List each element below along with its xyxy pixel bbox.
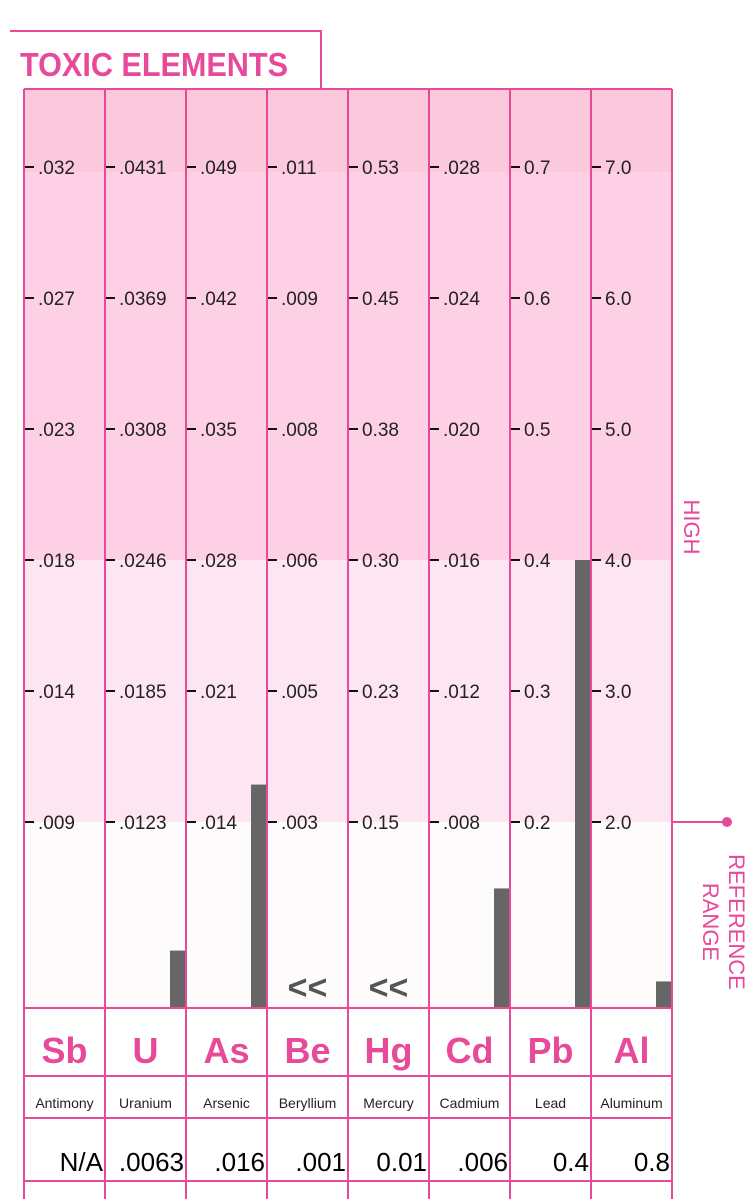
- element-result: 0.8: [634, 1147, 670, 1177]
- tick-label: .042: [200, 289, 237, 310]
- tick-label: .006: [281, 551, 318, 572]
- bar-aluminum: [656, 981, 671, 1008]
- tick-label: .018: [38, 551, 75, 572]
- tick-label: .049: [200, 158, 237, 179]
- element-symbol: Sb: [41, 1030, 87, 1071]
- bar-arsenic: [251, 784, 266, 1008]
- element-name: Arsenic: [203, 1095, 250, 1111]
- tick-label: .009: [281, 289, 318, 310]
- tick-label: .0246: [119, 551, 167, 572]
- element-name: Antimony: [35, 1095, 93, 1111]
- tick-label: .012: [443, 682, 480, 703]
- element-name: Mercury: [363, 1095, 414, 1111]
- tick-label: .0308: [119, 420, 167, 441]
- tick-label: .028: [200, 551, 237, 572]
- element-symbol: As: [203, 1030, 249, 1071]
- tick-label: 0.53: [362, 158, 399, 179]
- chart-title: TOXIC ELEMENTS: [20, 46, 288, 83]
- element-name: Uranium: [119, 1095, 172, 1111]
- tick-label: .032: [38, 158, 75, 179]
- tick-label: .024: [443, 289, 480, 310]
- tick-label: 0.30: [362, 551, 399, 572]
- element-result: .001: [295, 1147, 346, 1177]
- element-symbol: Be: [284, 1030, 330, 1071]
- element-symbol: Hg: [365, 1030, 413, 1071]
- tick-label: 0.3: [524, 682, 550, 703]
- below-range-marker: <<: [288, 969, 328, 1007]
- tick-label: 0.2: [524, 813, 550, 834]
- tick-label: .0123: [119, 813, 167, 834]
- tick-label: .003: [281, 813, 318, 834]
- below-range-marker: <<: [369, 969, 409, 1007]
- tick-label: .009: [38, 813, 75, 834]
- element-result: .0063: [119, 1147, 184, 1177]
- tick-label: 0.15: [362, 813, 399, 834]
- element-symbol: Cd: [446, 1030, 494, 1071]
- tick-label: 0.23: [362, 682, 399, 703]
- element-name: Lead: [535, 1095, 566, 1111]
- tick-label: .0431: [119, 158, 167, 179]
- bar-cadmium: [494, 888, 509, 1008]
- tick-label: 0.6: [524, 289, 550, 310]
- tick-label: 0.5: [524, 420, 550, 441]
- title-tab-border: [10, 30, 322, 89]
- element-result: 0.4: [553, 1147, 589, 1177]
- element-symbol: U: [133, 1030, 159, 1071]
- tick-label: .016: [443, 551, 480, 572]
- element-name: Aluminum: [600, 1095, 662, 1111]
- reference-boundary-dot: [722, 817, 732, 827]
- element-result: .006: [457, 1147, 508, 1177]
- element-result: N/A: [60, 1147, 104, 1177]
- tick-label: .0185: [119, 682, 167, 703]
- tick-label: .027: [38, 289, 75, 310]
- tick-label: 0.7: [524, 158, 550, 179]
- tick-label: 5.0: [605, 420, 631, 441]
- bar-lead: [575, 560, 590, 1008]
- tick-label: .0369: [119, 289, 167, 310]
- tick-label: .035: [200, 420, 237, 441]
- tick-label: 4.0: [605, 551, 631, 572]
- tick-label: .020: [443, 420, 480, 441]
- tick-label: 3.0: [605, 682, 631, 703]
- tick-label: .023: [38, 420, 75, 441]
- element-symbol: Al: [614, 1030, 650, 1071]
- high-zone-label: HIGH: [679, 500, 704, 555]
- tick-label: .028: [443, 158, 480, 179]
- element-result: .016: [214, 1147, 265, 1177]
- reference-range-label: REFERENCERANGE: [698, 854, 749, 990]
- tick-label: .008: [443, 813, 480, 834]
- element-name: Cadmium: [440, 1095, 500, 1111]
- tick-label: .008: [281, 420, 318, 441]
- element-name: Beryllium: [279, 1095, 337, 1111]
- tick-label: .014: [38, 682, 75, 703]
- tick-label: .011: [281, 158, 317, 179]
- tick-label: .005: [281, 682, 318, 703]
- tick-label: .014: [200, 813, 237, 834]
- bar-uranium: [170, 950, 185, 1008]
- tick-label: 0.45: [362, 289, 399, 310]
- tick-label: 2.0: [605, 813, 631, 834]
- element-symbol: Pb: [527, 1030, 573, 1071]
- tick-label: .021: [200, 682, 237, 703]
- element-result: 0.01: [376, 1147, 427, 1177]
- tick-label: 7.0: [605, 158, 631, 179]
- tick-label: 0.4: [524, 551, 551, 572]
- tick-label: 0.38: [362, 420, 399, 441]
- tick-label: 6.0: [605, 289, 631, 310]
